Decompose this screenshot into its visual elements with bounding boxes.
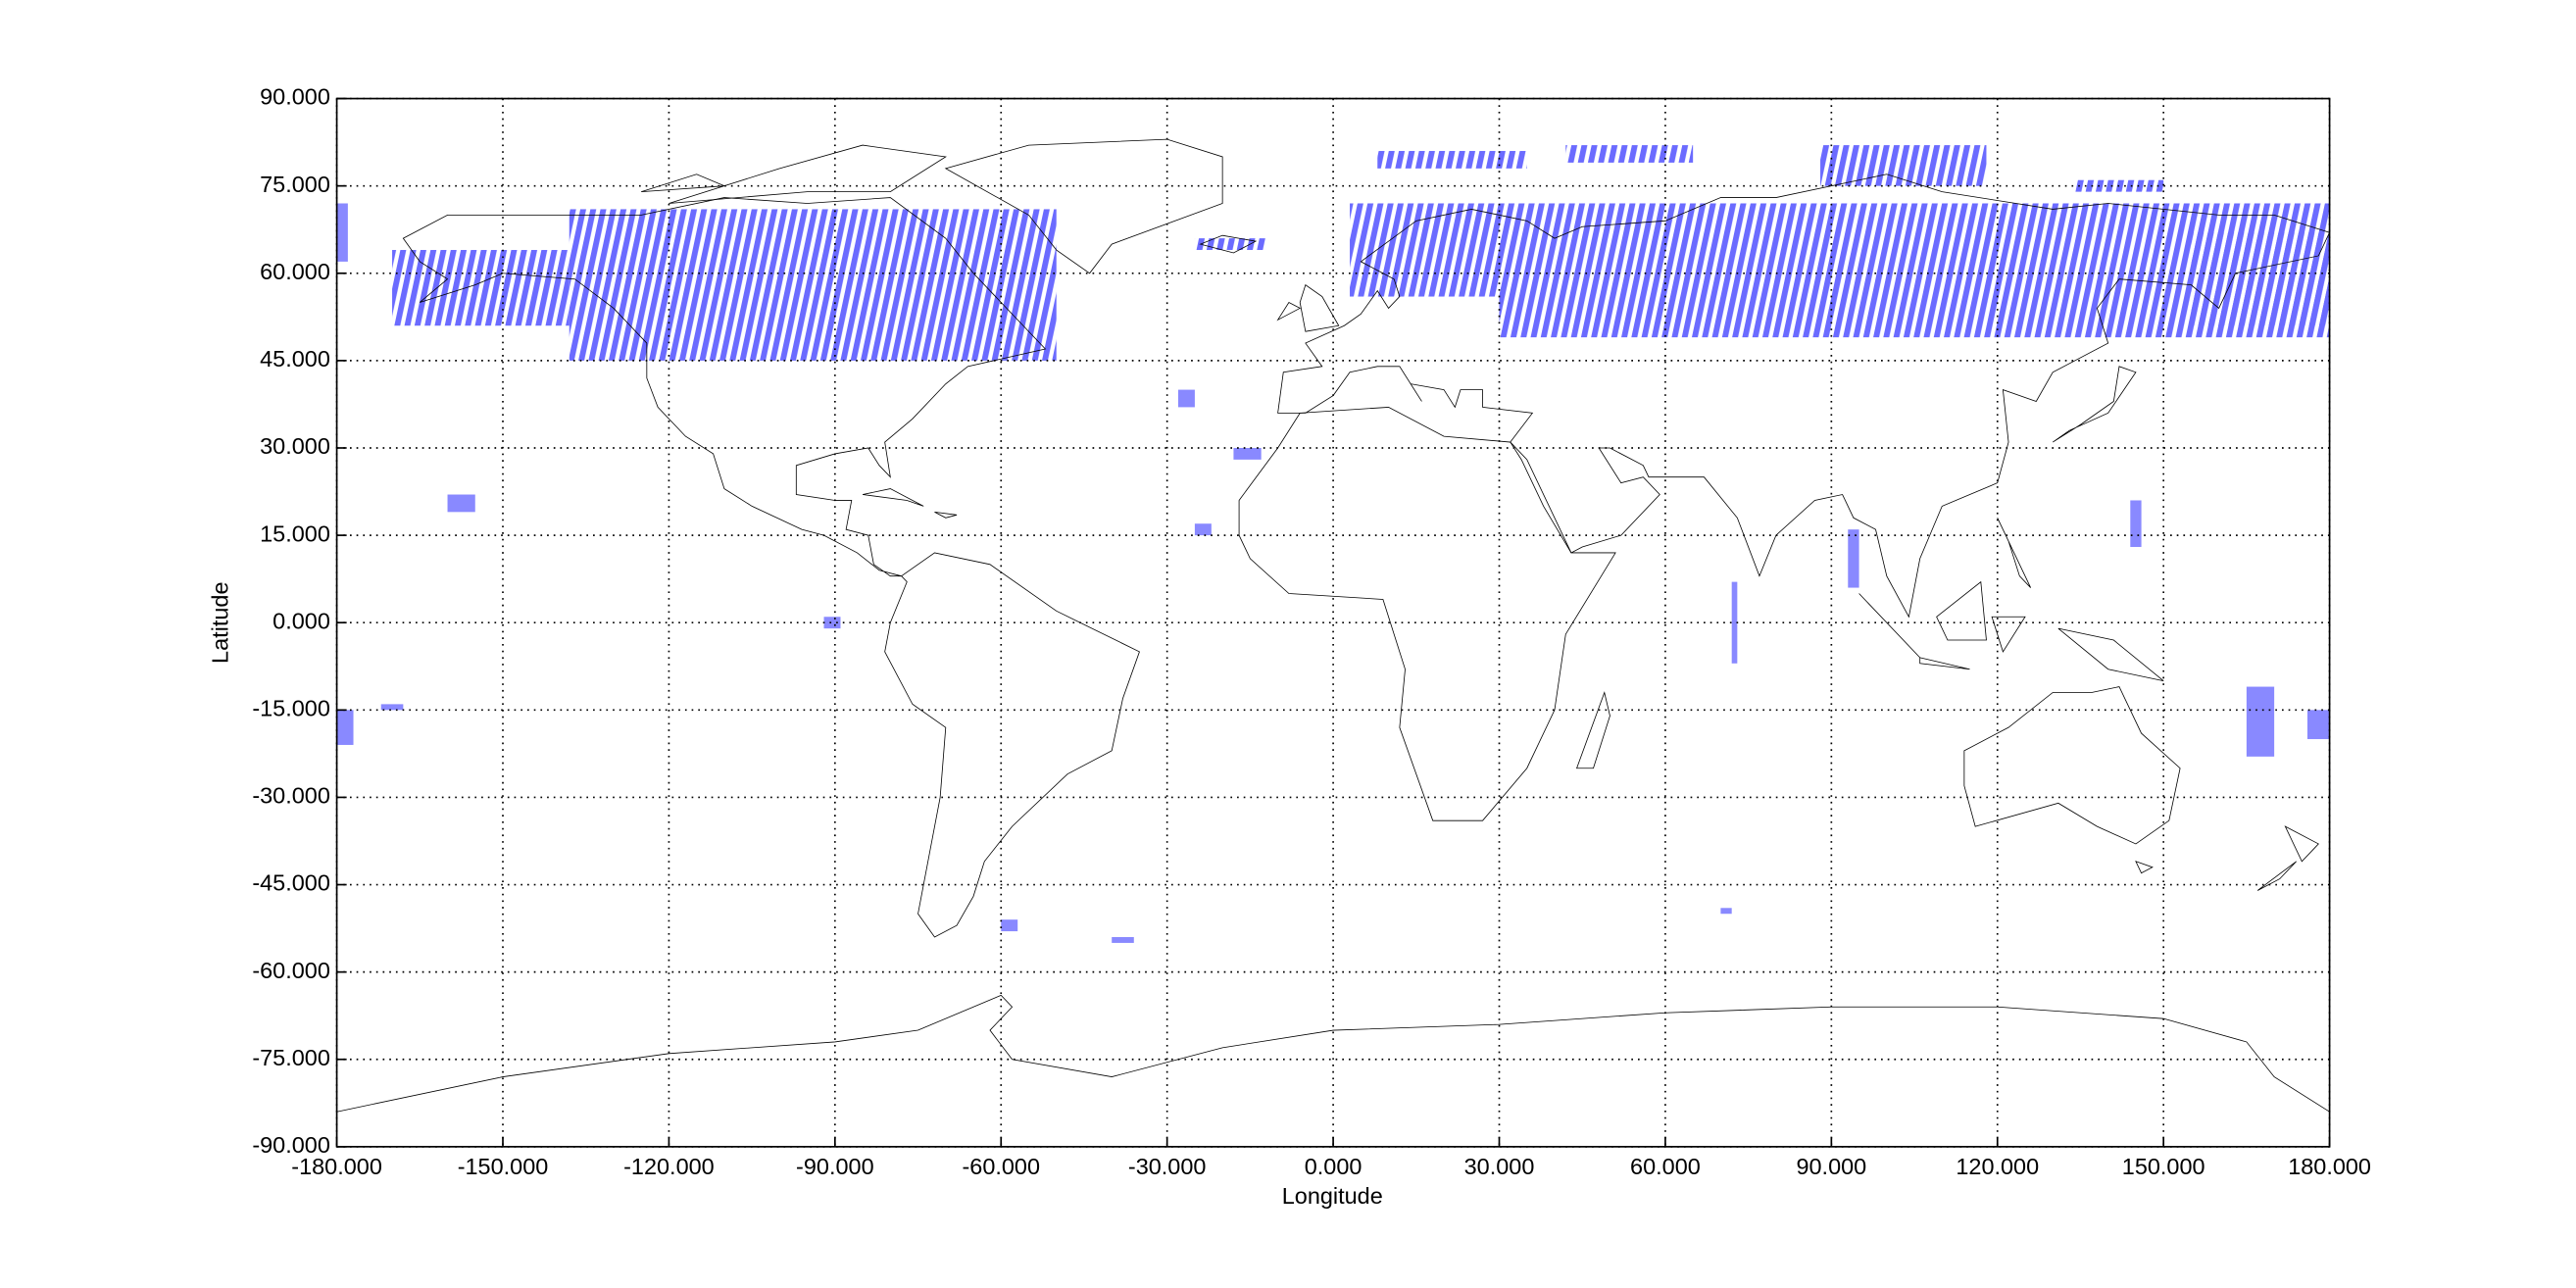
- x-tick-label: 180.000: [2288, 1154, 2371, 1179]
- y-tick-label: 45.000: [260, 346, 330, 372]
- coverage-swath: [569, 209, 1057, 361]
- coverage-swath: [2191, 232, 2330, 326]
- x-axis-title: Longitude: [1282, 1183, 1383, 1209]
- coverage-swath: [336, 710, 354, 745]
- x-tick-label: -60.000: [962, 1154, 1040, 1179]
- y-tick-label: 90.000: [260, 84, 330, 110]
- coast-antarctica: [337, 995, 2330, 1112]
- x-tick-label: -180.000: [291, 1154, 382, 1179]
- coastlines: [337, 139, 2330, 1112]
- y-tick-label: -30.000: [252, 783, 330, 809]
- coast-caribbean: [863, 489, 957, 519]
- x-tick-label: 90.000: [1796, 1154, 1866, 1179]
- coast-greenland: [946, 139, 1222, 273]
- coverage-swath: [823, 617, 841, 629]
- coast-new-zealand: [2257, 826, 2318, 890]
- coast-indonesia: [1859, 518, 2164, 680]
- coverage-swath: [2246, 686, 2275, 757]
- coverage-swath: [1194, 238, 1267, 251]
- x-tick-label: 30.000: [1464, 1154, 1535, 1179]
- y-tick-label: -60.000: [252, 958, 330, 983]
- coverage-swath: [380, 704, 404, 711]
- y-tick-label: -15.000: [252, 696, 330, 721]
- coverage-swath: [336, 203, 348, 262]
- coast-north-america: [403, 198, 1045, 576]
- coast-africa: [1239, 407, 1615, 820]
- y-tick-label: 60.000: [260, 259, 330, 284]
- y-tick-label: 0.000: [272, 608, 330, 633]
- x-tick-label: -90.000: [796, 1154, 874, 1179]
- y-axis-title: Latitude: [207, 581, 232, 663]
- coverage-swath: [1377, 151, 1527, 169]
- coverage-swath: [1848, 529, 1859, 588]
- coverage-swath: [2130, 500, 2142, 547]
- tick-layer: -180.000 -150.000 -120.000 -90.000 -60.000 -3…: [252, 84, 2371, 1179]
- y-tick-label: -90.000: [252, 1132, 330, 1158]
- x-tick-label: -120.000: [623, 1154, 715, 1179]
- coast-uk: [1278, 285, 1339, 332]
- coverage-swath: [1177, 389, 1195, 408]
- coverage-swath: [1001, 919, 1018, 932]
- coverage-swath: [447, 494, 475, 513]
- y-tick-label: -45.000: [252, 870, 330, 896]
- coast-australia: [1964, 687, 2180, 873]
- coverage-swath: [2307, 710, 2330, 740]
- x-tick-label: -150.000: [458, 1154, 549, 1179]
- coast-eurasia: [1278, 174, 2330, 617]
- coverage-swath: [1233, 447, 1262, 460]
- coverage-swath: [1194, 523, 1212, 536]
- y-tick-label: 75.000: [260, 172, 330, 197]
- coverage-swath: [1565, 145, 1694, 163]
- y-tick-label: -75.000: [252, 1045, 330, 1070]
- y-tick-label: 30.000: [260, 433, 330, 459]
- coverage-layer: [336, 145, 2330, 943]
- coast-arctic-islands: [641, 145, 946, 203]
- x-tick-label: 120.000: [1956, 1154, 2039, 1179]
- coverage-swath: [1720, 908, 1732, 915]
- coast-south-america: [885, 553, 1140, 937]
- y-tick-label: 15.000: [260, 520, 330, 546]
- coverage-swath: [1112, 937, 1134, 943]
- coverage-swath: [1731, 581, 1738, 664]
- coast-japan: [2053, 367, 2136, 442]
- x-tick-label: 150.000: [2122, 1154, 2205, 1179]
- coverage-swath: [1350, 203, 1500, 297]
- x-tick-label: 0.000: [1305, 1154, 1362, 1179]
- x-tick-label: -30.000: [1128, 1154, 1207, 1179]
- coverage-swath: [392, 250, 570, 326]
- x-tick-label: 60.000: [1630, 1154, 1701, 1179]
- coast-madagascar: [1577, 692, 1610, 768]
- coast-iceland: [1201, 235, 1256, 253]
